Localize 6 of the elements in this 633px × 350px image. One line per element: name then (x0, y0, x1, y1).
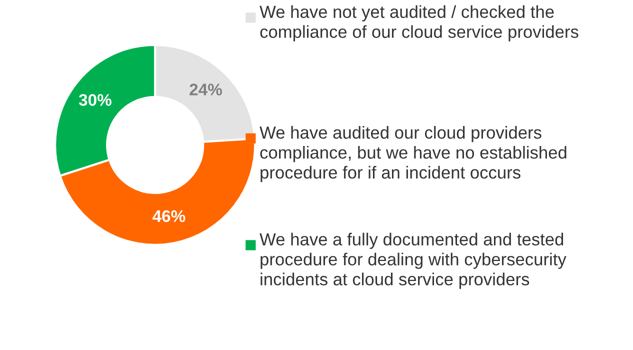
legend-label: We have a fully documented and tested procedure for dealing with cybersecurity incidents at cloud service providers (260, 232, 566, 289)
data-label: 24% (190, 84, 222, 96)
legend-label: We have audited our cloud providers compliance, but we have no established procedure for if an incident occurs (260, 126, 566, 182)
data-label: 30% (78, 94, 112, 106)
legend-label: We have not yet audited / checked the compliance of our cloud service providers (260, 5, 578, 42)
data-label: 46% (152, 210, 186, 222)
